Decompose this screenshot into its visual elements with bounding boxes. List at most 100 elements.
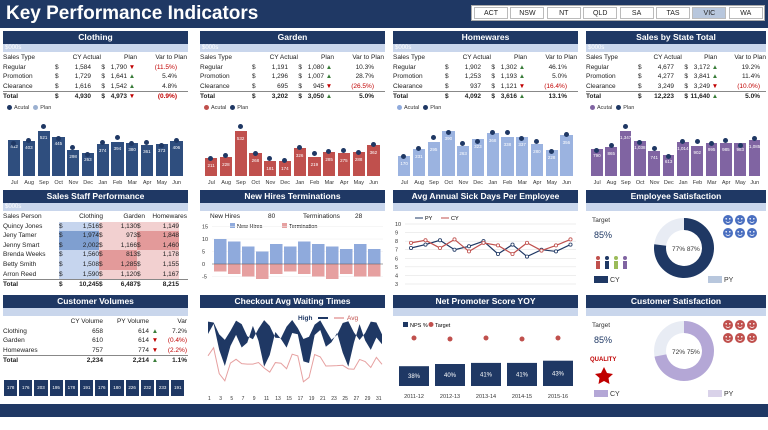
month-label: Dec: [83, 180, 94, 186]
py-swatch: [708, 276, 722, 283]
month-label: Jan: [98, 180, 108, 186]
plan-marker: [341, 147, 347, 153]
termination-bar: [270, 264, 283, 274]
terms-legend: New Hires Termination: [230, 223, 317, 230]
table-row: Promotion $1,253 $1,193 ▲ 5.0%: [393, 73, 567, 81]
bar: 280: [530, 143, 543, 176]
bar-label: 865: [607, 150, 615, 156]
cy-swatch: [594, 276, 608, 283]
up-arrow-icon: ▲: [151, 327, 159, 335]
table-header: Sales Type CY Actual Plan Var to Plan: [586, 54, 766, 61]
plan-marker: [237, 123, 243, 129]
month-label: Jun: [562, 180, 572, 186]
state-button-sa[interactable]: SA: [619, 7, 654, 19]
plan-marker: [723, 137, 729, 143]
month-label: Oct: [635, 180, 645, 186]
bar: 902: [691, 145, 704, 176]
plan-marker: [665, 153, 671, 159]
bar: 211: [205, 158, 218, 176]
termination-bar: [326, 264, 339, 279]
up-arrow-icon: ▲: [325, 73, 333, 81]
legend-nps: NPS %: [410, 323, 428, 329]
bar-label: 1,085: [748, 143, 761, 149]
state-button-wa[interactable]: WA: [728, 7, 763, 19]
quality-text: QUALITY: [590, 357, 616, 363]
bar-label: 1,347: [619, 134, 632, 140]
x-label: 7: [242, 396, 245, 402]
table-row: Betty Smith $1,508 $1,285 $1,155: [3, 259, 179, 270]
nps-bar: [543, 360, 573, 386]
avg-line: [207, 346, 383, 383]
py-point: [452, 247, 457, 252]
bar-label: 368: [488, 138, 497, 144]
up-arrow-icon: ▲: [128, 73, 136, 81]
panel-title: Net Promoter Score YOY: [393, 295, 578, 308]
hires-bar: [270, 244, 283, 264]
bar: 219: [308, 157, 321, 176]
cy-point: [496, 243, 501, 248]
bar-label: 983: [736, 147, 744, 153]
state-button-vic[interactable]: VIC: [692, 7, 727, 19]
bar: 268: [249, 153, 262, 176]
bar: 295: [427, 141, 440, 176]
x-label: 3: [219, 396, 222, 402]
cy-swatch: [594, 390, 608, 397]
bar-label: 406: [172, 144, 181, 150]
bar-label: 374: [98, 147, 107, 153]
up-arrow-icon: ▲: [518, 93, 526, 101]
state-total-panel: Sales by State Total $000s Sales Type CY …: [586, 31, 766, 111]
month-label: Apr: [721, 180, 731, 186]
bar: 337: [516, 136, 529, 176]
table-header: Sales Type CY Actual Plan Var to Plan: [200, 54, 384, 61]
bar-label: 170: [400, 161, 408, 167]
state-button-nt[interactable]: NT: [546, 7, 581, 19]
plan-marker: [99, 140, 105, 146]
donut-cy: [654, 218, 714, 278]
termination-bar: [284, 264, 297, 272]
plan-marker: [563, 131, 569, 137]
year-label: 2014-15: [512, 394, 532, 400]
people-icon: [596, 256, 627, 269]
bar-label: 790: [593, 153, 601, 159]
donut-pct: 72% 75%: [672, 349, 700, 356]
bar: 228: [219, 156, 232, 176]
unit-label: $000s: [586, 44, 766, 52]
plan-marker: [55, 136, 61, 142]
hires-bar: [354, 244, 367, 264]
state-button-qld[interactable]: QLD: [583, 7, 618, 19]
month-label: May: [735, 180, 746, 186]
up-arrow-icon: ▲: [151, 357, 159, 365]
panel-title: Avg Annual Sick Days Per Employee: [393, 190, 578, 203]
hires-bar: [256, 251, 269, 264]
termination-bar: [242, 264, 255, 277]
py-point: [467, 244, 472, 249]
bar-label: 176: [98, 385, 106, 390]
state-button-nsw[interactable]: NSW: [510, 7, 545, 19]
panel-title: Garden: [200, 31, 385, 44]
plan-marker: [737, 142, 743, 148]
cy-point: [553, 243, 558, 248]
month-label: Dec: [280, 180, 291, 186]
cy-label: CY: [610, 391, 620, 398]
table-row: Total $4,092 $3,616 ▲ 13.1%: [393, 91, 578, 102]
cy-point: [408, 240, 413, 245]
month-label: Sep: [620, 180, 631, 186]
bar-label: 337: [518, 141, 526, 147]
bar: 532: [234, 130, 247, 176]
up-arrow-icon: ▲: [325, 63, 333, 71]
bar-label: 741: [650, 155, 658, 161]
bar: 985: [720, 142, 732, 176]
bar-label: 219: [310, 162, 319, 168]
plan-marker: [70, 145, 76, 151]
smiley-face-icon: [723, 333, 733, 343]
table-row: Clearance $3,249 $3,249 ▼ (10.0%): [586, 82, 760, 90]
nps-value: 41%: [480, 372, 493, 378]
state-button-act[interactable]: ACT: [474, 7, 508, 19]
month-label: May: [156, 180, 168, 186]
smiley-face-icon: [723, 228, 733, 238]
nps-value: 41%: [516, 372, 529, 378]
month-label: Apr: [532, 180, 542, 186]
plan-marker: [694, 139, 700, 145]
state-button-tas[interactable]: TAS: [656, 7, 690, 19]
plan-marker: [144, 139, 150, 145]
